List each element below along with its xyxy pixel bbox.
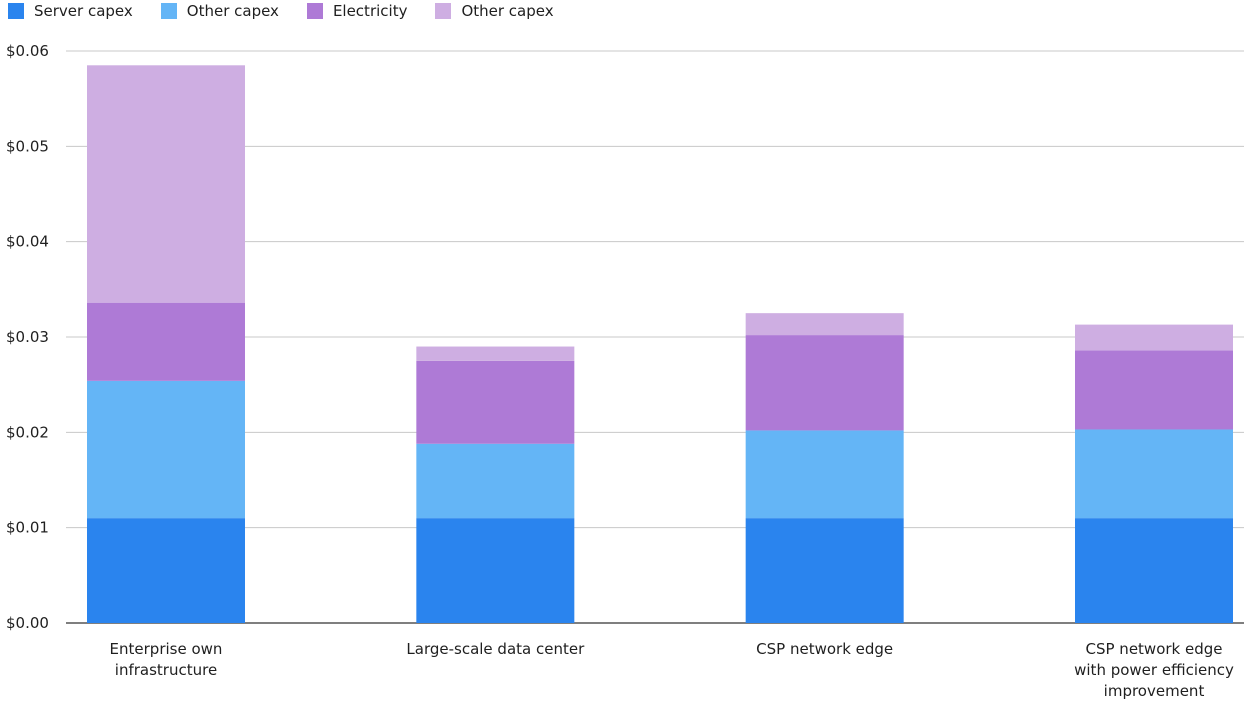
x-category-label-line: infrastructure <box>115 661 217 679</box>
x-category-label: CSP network edge <box>756 640 893 658</box>
legend-swatch <box>8 3 24 19</box>
x-category-label-line: Enterprise own <box>110 640 223 658</box>
legend-swatch <box>435 3 452 19</box>
bar-segment <box>1075 518 1233 623</box>
gridlines <box>66 50 1244 624</box>
bar-segment <box>1075 350 1233 430</box>
legend-swatch <box>160 3 177 19</box>
x-category-label-line: with power efficiency <box>1074 661 1234 679</box>
y-tick-label: $0.01 <box>6 519 49 537</box>
bar-segment <box>87 380 245 519</box>
x-category-label-line: CSP network edge <box>1086 640 1223 658</box>
y-axis-ticks: $0.00 $0.01 $0.02 $0.03 $0.04 $0.05 $0.06 <box>6 42 49 632</box>
bar-segment <box>87 518 245 623</box>
legend-label: Electricity <box>332 2 408 20</box>
x-category-label: CSP network edge with power efficiency imp… <box>1074 640 1234 700</box>
bar-segment <box>745 430 904 519</box>
y-tick-label: $0.05 <box>6 137 49 155</box>
legend-item: Other capex <box>435 2 554 20</box>
x-category-label: Large-scale data center <box>406 640 585 658</box>
bar-segment <box>416 443 575 519</box>
bar-segment <box>416 346 575 361</box>
bar-segment <box>745 313 904 336</box>
legend-swatch <box>306 3 323 19</box>
legend-label: Other capex <box>186 2 279 20</box>
bar-segment <box>87 302 245 381</box>
x-category-label-line: improvement <box>1104 682 1205 700</box>
bar-segment <box>416 360 575 444</box>
x-axis-labels: Enterprise own infrastructure Large-scale … <box>110 640 1234 700</box>
y-tick-label: $0.02 <box>6 423 49 441</box>
legend: Server capex Other capex Electricity Other … <box>8 0 582 22</box>
legend-item: Server capex <box>8 2 133 20</box>
bars <box>87 65 1233 623</box>
x-category-label-line: CSP network edge <box>756 640 893 658</box>
x-category-label-line: Large-scale data center <box>406 640 585 658</box>
bar-segment <box>1075 324 1233 351</box>
bar-segment <box>745 518 904 623</box>
legend-item: Electricity <box>306 2 408 20</box>
legend-item: Other capex <box>160 2 279 20</box>
y-tick-label: $0.04 <box>6 233 49 251</box>
legend-label: Other capex <box>461 2 554 20</box>
y-tick-label: $0.06 <box>6 42 49 60</box>
bar-segment <box>87 65 245 303</box>
bar-segment <box>1075 429 1233 519</box>
y-tick-label: $0.03 <box>6 328 49 346</box>
bar-segment <box>745 335 904 431</box>
legend-label: Server capex <box>34 2 133 20</box>
x-category-label: Enterprise own infrastructure <box>110 640 223 679</box>
y-tick-label: $0.00 <box>6 614 49 632</box>
bar-segment <box>416 518 575 623</box>
